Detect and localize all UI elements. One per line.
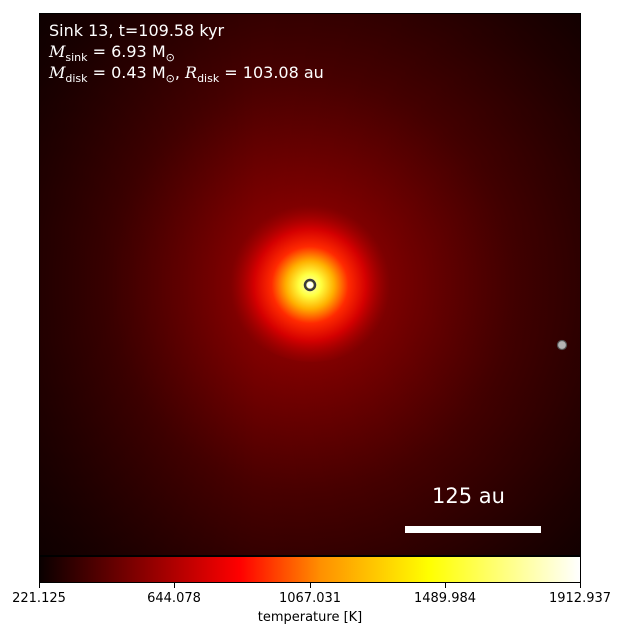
colorbar-tick-label: 1912.937 bbox=[548, 591, 612, 606]
disk-mass-sun: ⊙ bbox=[165, 72, 175, 86]
hot-core bbox=[226, 202, 398, 362]
central-sink-dot bbox=[307, 282, 313, 288]
companion-sink-marker bbox=[556, 339, 568, 351]
scale-bar-label: 125 au bbox=[432, 484, 505, 508]
sink-mass: Msink = 6.93 M⊙ bbox=[49, 42, 175, 68]
colorbar bbox=[39, 556, 581, 583]
scale-bar bbox=[405, 526, 541, 533]
disk-radius-symbol: R bbox=[185, 63, 198, 82]
sink-mass-value: = 6.93 M bbox=[87, 42, 166, 61]
sink-title-text: Sink 13, t=109.58 kyr bbox=[49, 21, 225, 40]
disk-radius-value: = 103.08 au bbox=[219, 63, 324, 82]
central-sink-marker bbox=[303, 278, 317, 292]
disk-mass-sub: disk bbox=[65, 72, 88, 86]
sink-mass-symbol: M bbox=[49, 42, 66, 61]
disk-properties: Mdisk = 0.43 M⊙, Rdisk = 103.08 au bbox=[49, 63, 324, 89]
disk-mass-value: = 0.43 M bbox=[87, 63, 166, 82]
sink-mass-sub: sink bbox=[65, 51, 88, 65]
disk-mass-symbol: M bbox=[49, 63, 66, 82]
colorbar-tick bbox=[310, 583, 311, 588]
colorbar-tick bbox=[39, 583, 40, 588]
colorbar-tick-label: 644.078 bbox=[147, 591, 201, 606]
colorbar-tick bbox=[580, 583, 581, 588]
colorbar-tick-label: 1489.984 bbox=[413, 591, 477, 606]
colorbar-tick-label: 221.125 bbox=[12, 591, 66, 606]
colorbar-label: temperature [K] bbox=[257, 610, 363, 625]
temperature-map bbox=[39, 13, 581, 556]
colorbar-tick bbox=[174, 583, 175, 588]
sink-title: Sink 13, t=109.58 kyr bbox=[49, 21, 224, 41]
sink-mass-sun: ⊙ bbox=[165, 51, 175, 65]
colorbar-tick bbox=[445, 583, 446, 588]
disk-separator: , bbox=[174, 63, 186, 82]
colorbar-tick-label: 1067.031 bbox=[278, 591, 342, 606]
disk-radius-sub: disk bbox=[197, 72, 220, 86]
temperature-map-svg bbox=[40, 14, 580, 555]
